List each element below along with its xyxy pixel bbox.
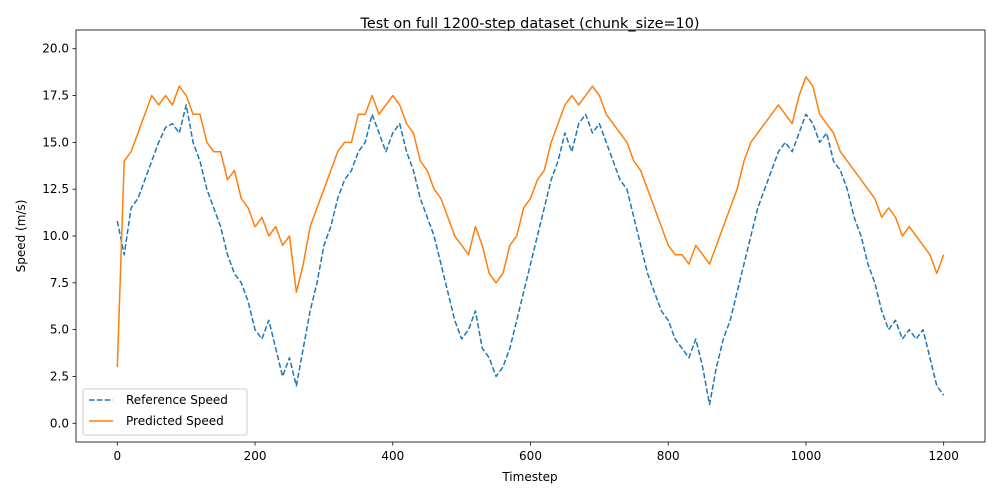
y-axis: 0.0 2.5 5.0 7.5 10.0 12.5 15.0 17.5 20.0 — [42, 42, 76, 430]
x-tick-label: 0 — [113, 449, 121, 463]
y-tick-label: 10.0 — [42, 229, 69, 243]
plot-frame — [75, 29, 986, 443]
x-tick-label: 1200 — [928, 449, 959, 463]
x-tick-label: 600 — [519, 449, 542, 463]
y-tick-label: 2.5 — [50, 369, 69, 383]
x-tick-label: 1000 — [791, 449, 822, 463]
y-tick-label: 20.0 — [42, 42, 69, 56]
chart-title: Test on full 1200-step dataset (chunk_si… — [360, 16, 700, 32]
y-tick-label: 17.5 — [42, 89, 69, 103]
y-tick-label: 15.0 — [42, 135, 69, 149]
x-axis-label: Timestep — [501, 470, 557, 484]
y-tick-label: 0.0 — [50, 416, 69, 430]
legend-label-predicted: Predicted Speed — [126, 414, 224, 428]
series-layer — [116, 76, 945, 406]
x-tick-label: 800 — [657, 449, 680, 463]
legend: Reference Speed Predicted Speed — [82, 388, 248, 436]
x-tick-label: 400 — [381, 449, 404, 463]
x-tick-label: 200 — [244, 449, 267, 463]
y-tick-label: 5.0 — [50, 323, 69, 337]
series-line-predicted-speed — [116, 76, 945, 368]
x-axis: 0 200 400 600 800 1000 1200 — [113, 442, 959, 463]
legend-label-reference: Reference Speed — [126, 393, 228, 407]
legend-box — [82, 388, 248, 436]
series-line-reference-speed — [116, 104, 945, 406]
y-tick-label: 12.5 — [42, 182, 69, 196]
y-tick-label: 7.5 — [50, 276, 69, 290]
y-axis-label: Speed (m/s) — [14, 200, 28, 273]
